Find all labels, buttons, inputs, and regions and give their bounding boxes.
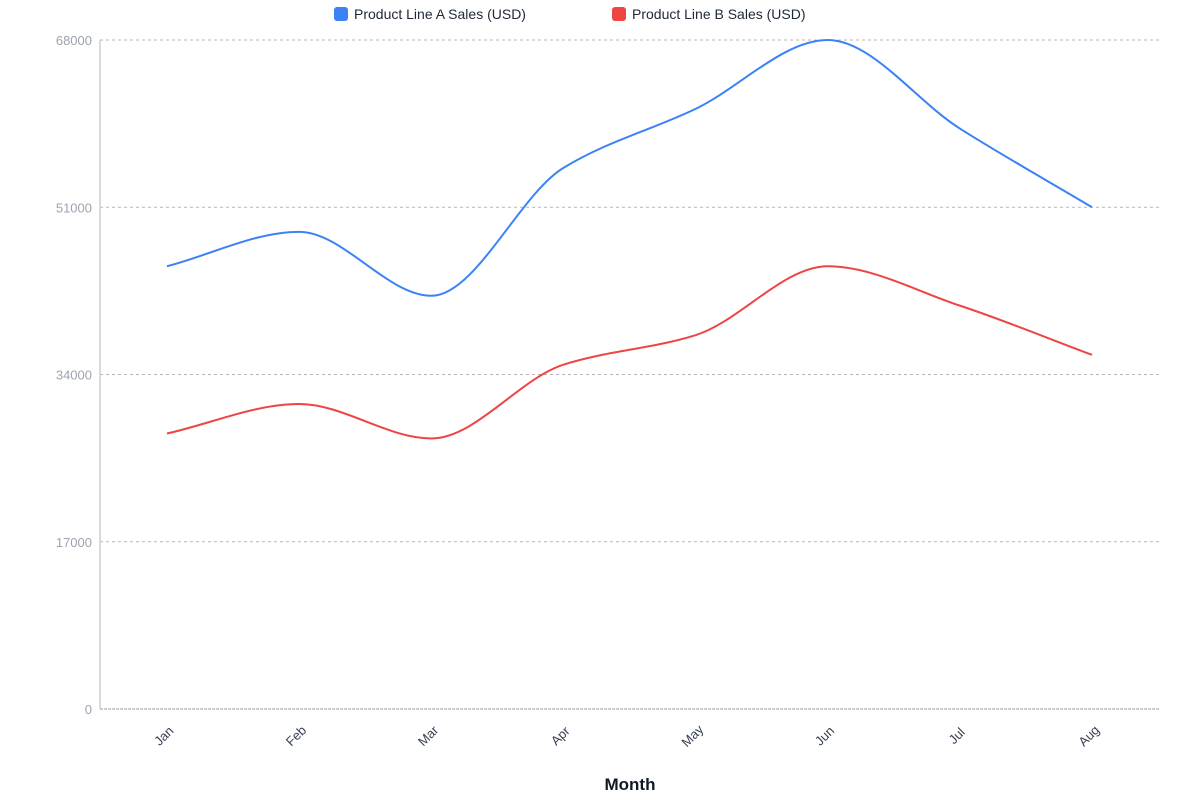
y-tick-label: 17000 [56, 535, 92, 550]
x-tick-label: Feb [283, 723, 309, 749]
legend-swatch-red-icon [612, 7, 626, 21]
x-axis: Jan Feb Mar Apr May Jun Jul Aug [100, 708, 1159, 750]
y-tick-label: 51000 [56, 200, 92, 215]
grid-lines [100, 39, 1159, 543]
legend-item-product-a[interactable]: Product Line A Sales (USD) [334, 6, 526, 22]
x-tick-label: Jun [812, 723, 837, 748]
legend-item-product-b[interactable]: Product Line B Sales (USD) [612, 6, 806, 22]
legend-label-product-b: Product Line B Sales (USD) [632, 6, 806, 22]
x-tick-label: Apr [548, 723, 573, 748]
y-tick-label: 34000 [56, 368, 92, 383]
series-line-product-a[interactable] [166, 38, 1093, 297]
x-tick-label: Aug [1075, 722, 1102, 749]
series-lines [166, 38, 1093, 440]
y-tick-label: 0 [85, 702, 92, 717]
series-line-product-b[interactable] [166, 265, 1093, 440]
x-tick-label: Jan [151, 723, 176, 748]
x-tick-label: Jul [945, 725, 967, 747]
x-tick-label: Mar [415, 722, 442, 749]
y-tick-label: 68000 [56, 33, 92, 48]
x-axis-title: Month [605, 775, 656, 794]
y-axis: 0 17000 34000 51000 68000 [56, 33, 101, 717]
legend-swatch-blue-icon [334, 7, 348, 21]
legend-label-product-a: Product Line A Sales (USD) [354, 6, 526, 22]
chart-legend: Product Line A Sales (USD) Product Line … [0, 6, 1200, 28]
x-tick-label: May [678, 721, 706, 749]
